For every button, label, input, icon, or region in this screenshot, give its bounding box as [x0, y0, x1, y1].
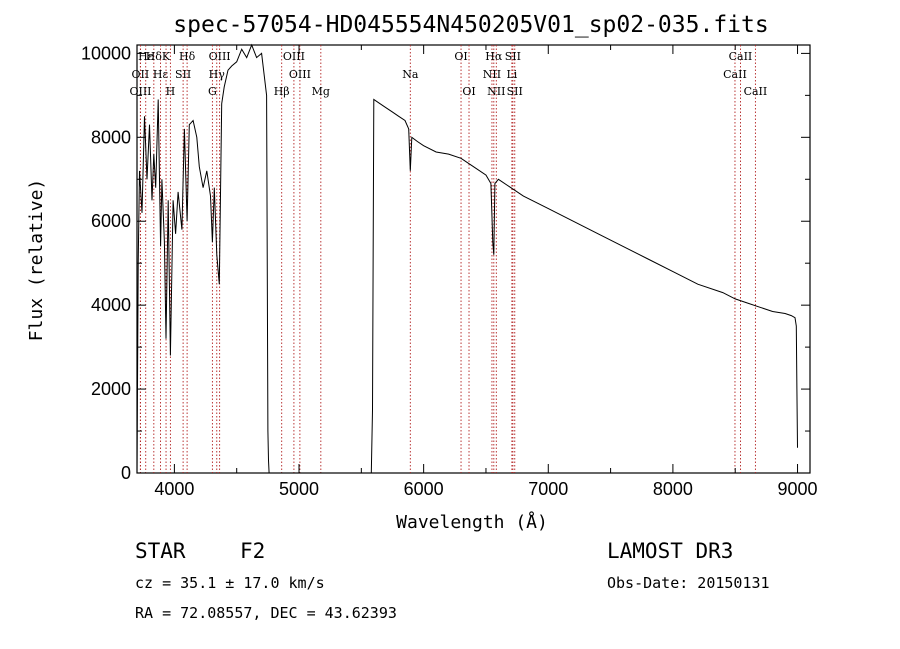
x-axis-label: Wavelength (Å): [396, 511, 548, 533]
line-label: Mg: [312, 85, 330, 98]
line-label: Hδ: [146, 50, 163, 63]
line-label: CaII: [723, 68, 747, 81]
y-tick-label: 10000: [81, 43, 131, 63]
y-tick-label: 4000: [91, 295, 131, 315]
line-label: OIII: [283, 50, 305, 63]
line-label: Li: [506, 68, 517, 81]
line-markers: [139, 45, 756, 473]
axis-ticks: 4000 5000 6000 7000 8000 9000 0 2000 4000 6000 800…: [81, 43, 818, 499]
spectrum-line: [136, 43, 798, 474]
survey-name: LAMOST DR3: [607, 539, 733, 563]
x-tick-label: 8000: [653, 479, 693, 499]
line-label: SII: [507, 85, 523, 98]
line-label: K: [162, 50, 171, 63]
object-class: STAR: [135, 539, 186, 563]
line-label: OIII: [129, 85, 151, 98]
line-label: Na: [402, 68, 419, 81]
y-tick-label: 0: [121, 463, 131, 483]
y-tick-label: 8000: [91, 127, 131, 147]
line-label: OI: [454, 50, 467, 63]
line-label: CaII: [744, 85, 768, 98]
coordinates: RA = 72.08557, DEC = 43.62393: [135, 604, 397, 622]
line-label: OII: [132, 68, 150, 81]
line-label: CaII: [729, 50, 753, 63]
y-tick-label: 2000: [91, 379, 131, 399]
object-subclass: F2: [240, 539, 265, 563]
plot-area: 4000 5000 6000 7000 8000 9000 0 2000 4000 6000 800…: [81, 43, 818, 499]
line-label: OI: [462, 85, 475, 98]
line-label: Hε: [138, 50, 154, 63]
x-tick-label: 4000: [154, 479, 194, 499]
x-tick-label: 7000: [528, 479, 568, 499]
line-label: NII: [487, 85, 505, 98]
observation-date: Obs-Date: 20150131: [607, 574, 770, 592]
plot-frame: [136, 44, 811, 474]
line-label: Hα: [485, 50, 503, 63]
line-label: G: [208, 85, 217, 98]
line-label: OIII: [209, 50, 231, 63]
chart-title: spec-57054-HD045554N450205V01_sp02-035.f…: [173, 12, 768, 38]
x-tick-label: 6000: [404, 479, 444, 499]
y-tick-label: 6000: [91, 211, 131, 231]
line-label: Hβ: [274, 85, 290, 98]
line-label: Hγ: [209, 68, 226, 81]
line-label: SII: [175, 68, 191, 81]
x-tick-label: 5000: [279, 479, 319, 499]
line-label: NII: [483, 68, 501, 81]
line-label: OIII: [289, 68, 311, 81]
line-label: SII: [505, 50, 521, 63]
line-label: Hε: [153, 68, 169, 81]
redshift-cz: cz = 35.1 ± 17.0 km/s: [135, 574, 325, 592]
y-axis-label: Flux (relative): [26, 179, 47, 342]
line-label: Hδ: [179, 50, 196, 63]
line-label: H: [166, 85, 176, 98]
x-tick-label: 9000: [778, 479, 818, 499]
